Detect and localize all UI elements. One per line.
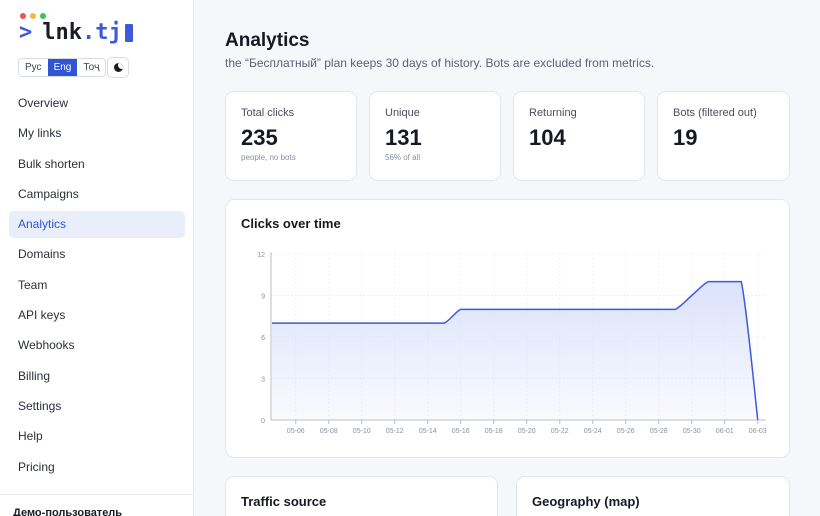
logo-cursor xyxy=(124,23,133,42)
sidebar-item-api-keys[interactable]: API keys xyxy=(18,308,66,323)
x-tick-label: 05-08 xyxy=(320,428,338,435)
x-tick-label: 05-10 xyxy=(353,428,371,435)
logo-prompt: > xyxy=(19,20,33,45)
x-tick-label: 05-14 xyxy=(419,428,437,435)
main-content: Analytics the “Бесплатный” plan keeps 30… xyxy=(195,0,820,516)
x-tick-label: 05-20 xyxy=(518,428,536,435)
x-tick-label: 05-22 xyxy=(551,428,569,435)
sidebar-item-settings[interactable]: Settings xyxy=(18,398,62,413)
section-title: Geography (map) xyxy=(532,494,640,509)
stat-card-returning: Returning 104 xyxy=(513,91,645,181)
y-tick-label: 9 xyxy=(261,294,265,301)
page-subtitle: the “Бесплатный” plan keeps 30 days of h… xyxy=(225,56,655,70)
x-tick-label: 05-18 xyxy=(485,428,503,435)
sidebar-item-analytics[interactable]: Analytics xyxy=(9,211,185,239)
x-tick-label: 06-03 xyxy=(749,428,767,435)
stat-card-total-clicks: Total clicks 235 people, no bots xyxy=(225,91,357,181)
stat-label: Bots (filtered out) xyxy=(673,107,757,119)
stat-note: 56% of all xyxy=(385,153,421,162)
sidebar-item-webhooks[interactable]: Webhooks xyxy=(18,338,75,353)
series-area xyxy=(272,281,758,420)
logo-tld: .tj xyxy=(82,20,122,45)
y-tick-label: 12 xyxy=(257,252,265,259)
page-title: Analytics xyxy=(225,30,310,51)
x-tick-label: 05-30 xyxy=(683,428,701,435)
stat-label: Returning xyxy=(529,107,577,119)
sidebar-item-bulk-shorten[interactable]: Bulk shorten xyxy=(18,156,85,171)
moon-icon xyxy=(113,63,123,72)
lang-option-tj[interactable]: Тоҷ xyxy=(77,59,106,76)
window-dots xyxy=(20,13,46,19)
y-tick-label: 3 xyxy=(261,377,265,384)
y-tick-label: 0 xyxy=(261,418,265,425)
stat-value: 235 xyxy=(241,125,278,150)
sidebar-item-campaigns[interactable]: Campaigns xyxy=(18,186,79,201)
traffic-source-card: Traffic source xyxy=(225,476,498,516)
stat-value: 104 xyxy=(529,125,566,150)
series-line xyxy=(272,280,759,421)
stat-note: people, no bots xyxy=(241,153,296,162)
theme-toggle-button[interactable] xyxy=(107,57,129,78)
sidebar-item-help[interactable]: Help xyxy=(18,429,43,444)
sidebar-item-billing[interactable]: Billing xyxy=(18,368,51,383)
sidebar: > lnk .tj Рус Eng Тоҷ Overview My links … xyxy=(0,0,194,516)
sidebar-item-domains[interactable]: Domains xyxy=(18,247,66,262)
dot-yellow xyxy=(30,13,36,19)
lang-option-ru[interactable]: Рус xyxy=(19,59,48,76)
x-tick-label: 05-16 xyxy=(452,428,470,435)
clicks-over-time-card: Clicks over time 0 3 6 9 12 05-06 05-08 05-10 05… xyxy=(225,199,790,458)
lang-option-en[interactable]: Eng xyxy=(47,59,78,76)
user-name[interactable]: Демо-пользователь xyxy=(0,494,194,516)
x-tick-label: 05-24 xyxy=(584,428,602,435)
sidebar-nav: Overview My links Bulk shorten Campaigns… xyxy=(9,90,185,484)
sidebar-item-team[interactable]: Team xyxy=(18,277,48,292)
dot-red xyxy=(20,13,26,19)
stat-value: 19 xyxy=(673,125,698,150)
x-tick-label: 05-12 xyxy=(386,428,404,435)
x-tick-label: 05-06 xyxy=(287,428,305,435)
stat-label: Unique xyxy=(385,107,420,119)
sidebar-item-pricing[interactable]: Pricing xyxy=(18,459,55,474)
stat-label: Total clicks xyxy=(241,107,295,119)
logo-name: lnk xyxy=(42,20,82,45)
sidebar-item-my-links[interactable]: My links xyxy=(18,126,62,141)
section-title: Traffic source xyxy=(241,494,327,509)
language-switcher: Рус Eng Тоҷ xyxy=(18,58,107,77)
stat-value: 131 xyxy=(385,125,422,150)
x-tick-label: 06-01 xyxy=(716,428,734,435)
stat-card-bots: Bots (filtered out) 19 xyxy=(657,91,790,181)
stat-card-unique: Unique 131 56% of all xyxy=(369,91,501,181)
dot-green xyxy=(40,13,46,19)
logo[interactable]: > lnk .tj xyxy=(19,20,133,45)
geography-card: Geography (map) xyxy=(516,476,790,516)
clicks-chart: 0 3 6 9 12 05-06 05-08 05-10 05-12 05-14 05-16 05-1… xyxy=(257,252,767,435)
sidebar-item-overview[interactable]: Overview xyxy=(18,96,69,110)
y-tick-label: 6 xyxy=(261,335,265,342)
x-tick-label: 05-26 xyxy=(617,428,635,435)
chart-title: Clicks over time xyxy=(241,216,341,231)
x-tick-label: 05-28 xyxy=(650,428,668,435)
